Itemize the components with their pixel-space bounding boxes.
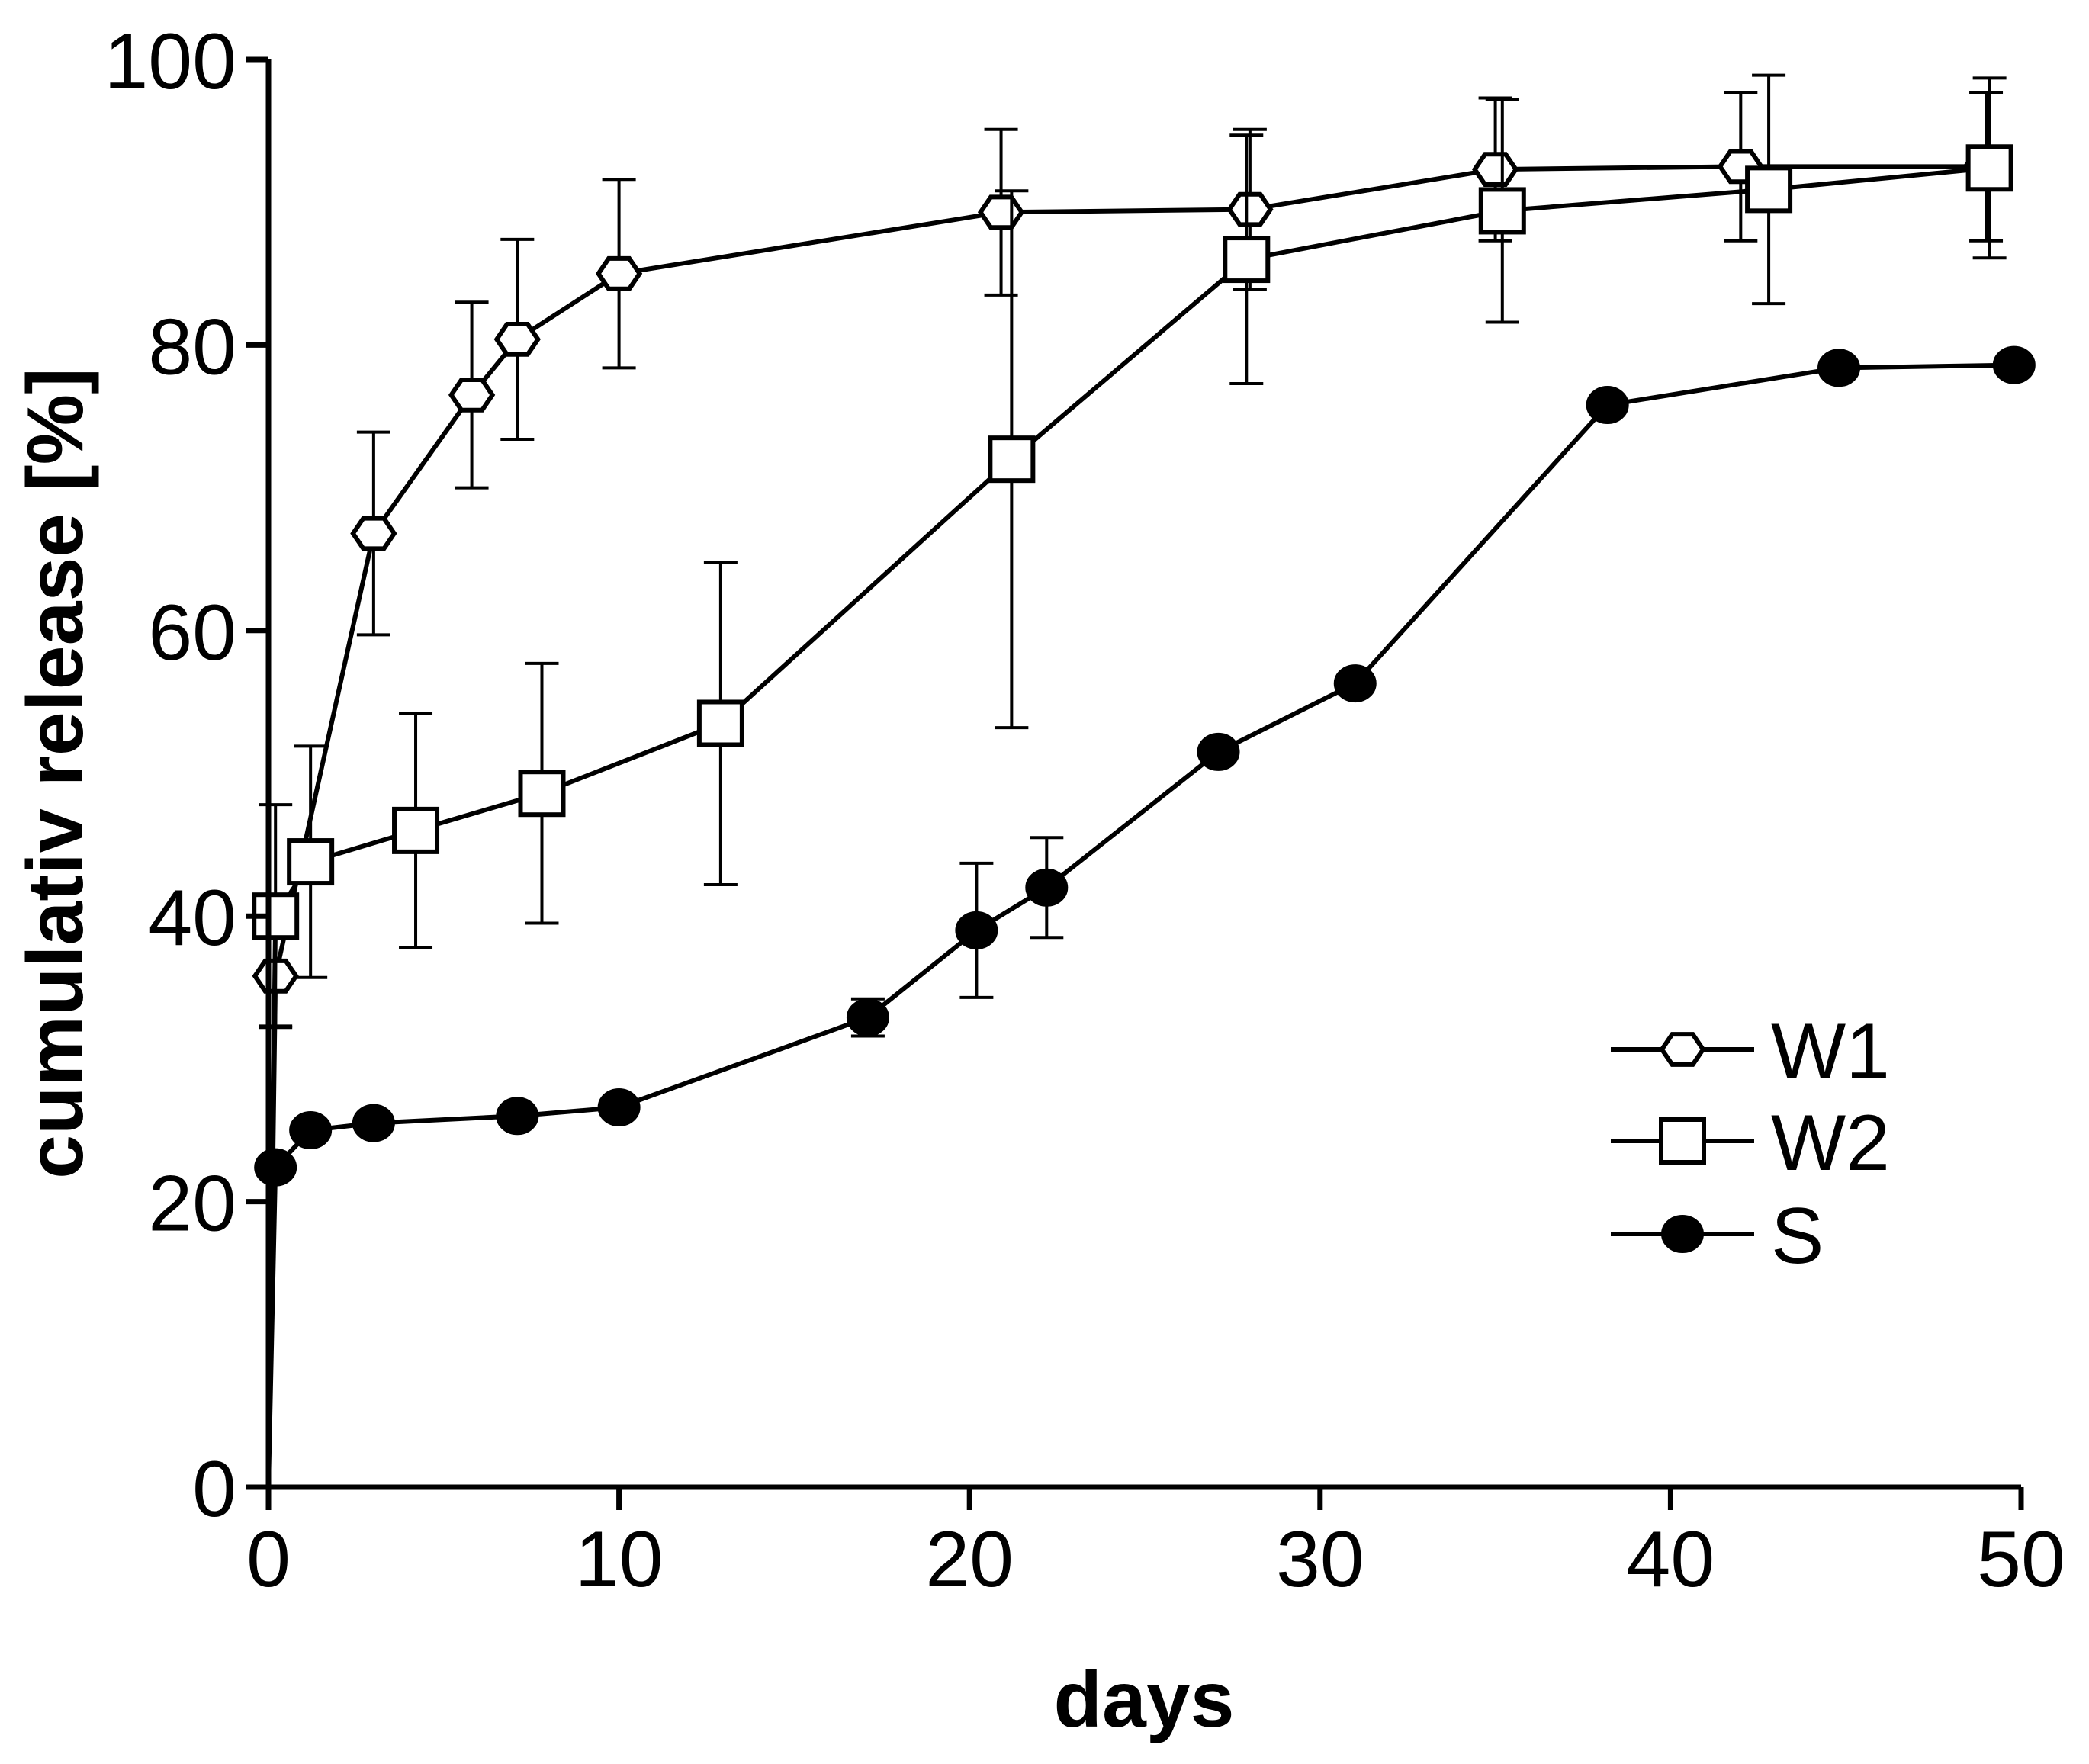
series-s-point (1817, 349, 1861, 387)
legend-item-s: S (1611, 1192, 1824, 1280)
y-tick-label: 60 (148, 589, 236, 677)
series-s-line (266, 362, 2014, 1488)
x-tick-label: 20 (925, 1515, 1014, 1604)
legend-marker-w1 (1659, 1032, 1706, 1067)
series-w1-point (350, 516, 397, 551)
series-w2-point (1745, 165, 1793, 214)
legend-item-w1: W1 (1611, 1007, 1890, 1096)
series-w2-point (287, 838, 335, 886)
x-tick-label: 30 (1276, 1515, 1364, 1604)
series-s-point (289, 1111, 333, 1149)
series-w1-point (595, 255, 643, 291)
series-w2-line (266, 165, 1990, 1488)
series-w1-point (977, 194, 1025, 230)
legend-label-w1: W1 (1771, 1007, 1890, 1096)
series-w1-point (1471, 152, 1519, 187)
x-tick-label: 0 (246, 1515, 291, 1604)
series-w1-point (493, 322, 541, 357)
series-s-point (846, 998, 889, 1037)
series-s-point (254, 1148, 297, 1187)
series-w2 (252, 73, 2013, 1488)
series-w2-point (518, 770, 566, 818)
y-axis-title: cumulativ release [%] (11, 368, 100, 1179)
y-tick-label: 40 (148, 874, 236, 962)
series-w2-point (1223, 236, 1271, 284)
series-w2-point (988, 435, 1036, 484)
series-s (254, 345, 2036, 1488)
series-s-point (1333, 664, 1377, 703)
plot-area (252, 73, 2036, 1488)
series-s-point (1586, 386, 1629, 425)
series-s-point (1197, 732, 1240, 771)
x-axis-title: days (1053, 1656, 1234, 1744)
x-tick-label: 40 (1627, 1515, 1715, 1604)
series-s-point (955, 911, 998, 949)
axis-ticks: 0 10 20 30 40 50 0 20 40 60 80 100 (104, 18, 2065, 1604)
series-w2-point (696, 699, 744, 747)
legend-label-s: S (1771, 1192, 1824, 1280)
y-tick-label: 0 (192, 1445, 236, 1534)
y-tick-label: 100 (104, 18, 236, 106)
series-w1-point (448, 378, 496, 413)
x-tick-label: 50 (1977, 1515, 2065, 1604)
series-w1-line (266, 164, 1986, 1488)
legend-marker-w2 (1659, 1117, 1706, 1165)
legend-label-w2: W2 (1771, 1099, 1890, 1187)
series-s-point (1992, 345, 2036, 384)
y-tick-label: 20 (148, 1160, 236, 1248)
series-s-point (1025, 868, 1069, 907)
legend-marker-s (1661, 1215, 1704, 1253)
series-s-point (597, 1088, 641, 1127)
series-w1 (252, 91, 2010, 1488)
series-s-point (496, 1097, 539, 1136)
series-w1-point (1226, 191, 1274, 227)
legend-item-w2: W2 (1611, 1099, 1890, 1187)
series-w2-point (1965, 144, 2013, 192)
y-tick-label: 80 (148, 303, 236, 391)
series-w2-point (1478, 187, 1526, 235)
x-tick-label: 10 (575, 1515, 664, 1604)
series-s-point (352, 1104, 395, 1142)
series-w2-point (392, 806, 440, 854)
